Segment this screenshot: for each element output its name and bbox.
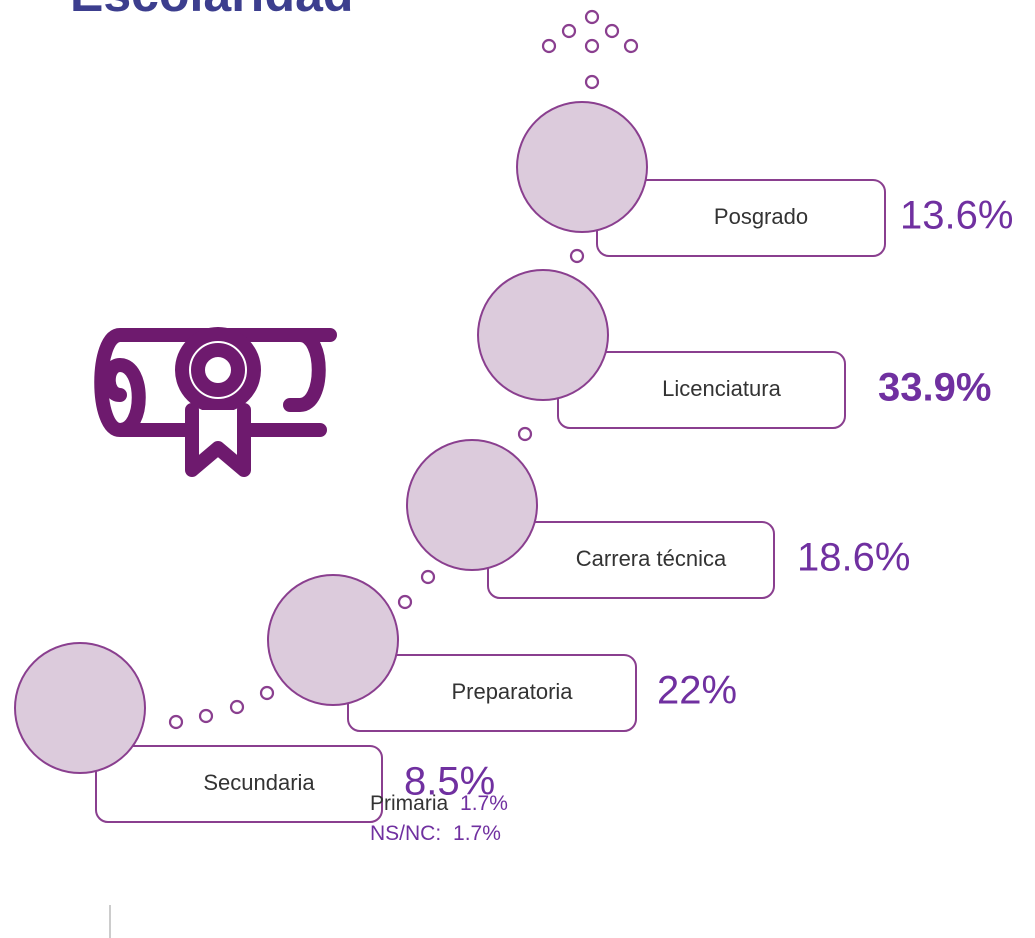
level-percent: 33.9% <box>878 366 991 410</box>
level-percent: 18.6% <box>797 536 910 580</box>
level-label: Preparatoria <box>451 679 573 704</box>
level-circle <box>477 269 609 401</box>
level-circle <box>267 574 399 706</box>
level-circle <box>406 439 538 571</box>
level-circle <box>516 101 648 233</box>
level-box <box>95 745 383 823</box>
footer-label: Primaria <box>370 792 448 815</box>
level-percent: 13.6% <box>900 194 1013 238</box>
title: Escolaridad <box>70 0 353 22</box>
level-label: Licenciatura <box>662 376 781 401</box>
footer-row: NS/NC: 1.7% <box>370 822 501 845</box>
bubbles <box>168 9 639 730</box>
footer-percent: 1.7% <box>453 822 501 845</box>
level-label: Carrera técnica <box>576 546 727 571</box>
level-label: Secundaria <box>203 770 315 795</box>
level-label: Posgrado <box>714 204 808 229</box>
footer-row: Primaria 1.7% <box>370 792 508 815</box>
footer-label: NS/NC: <box>370 822 441 845</box>
level-percent: 22% <box>657 669 737 713</box>
footer-percent: 1.7% <box>460 792 508 815</box>
level-circle <box>14 642 146 774</box>
diploma-icon <box>94 327 337 477</box>
level-percent: 8.5% <box>404 760 495 804</box>
levels: Posgrado 13.6% Licenciatura 33.9% Carrera té… <box>14 101 1013 823</box>
